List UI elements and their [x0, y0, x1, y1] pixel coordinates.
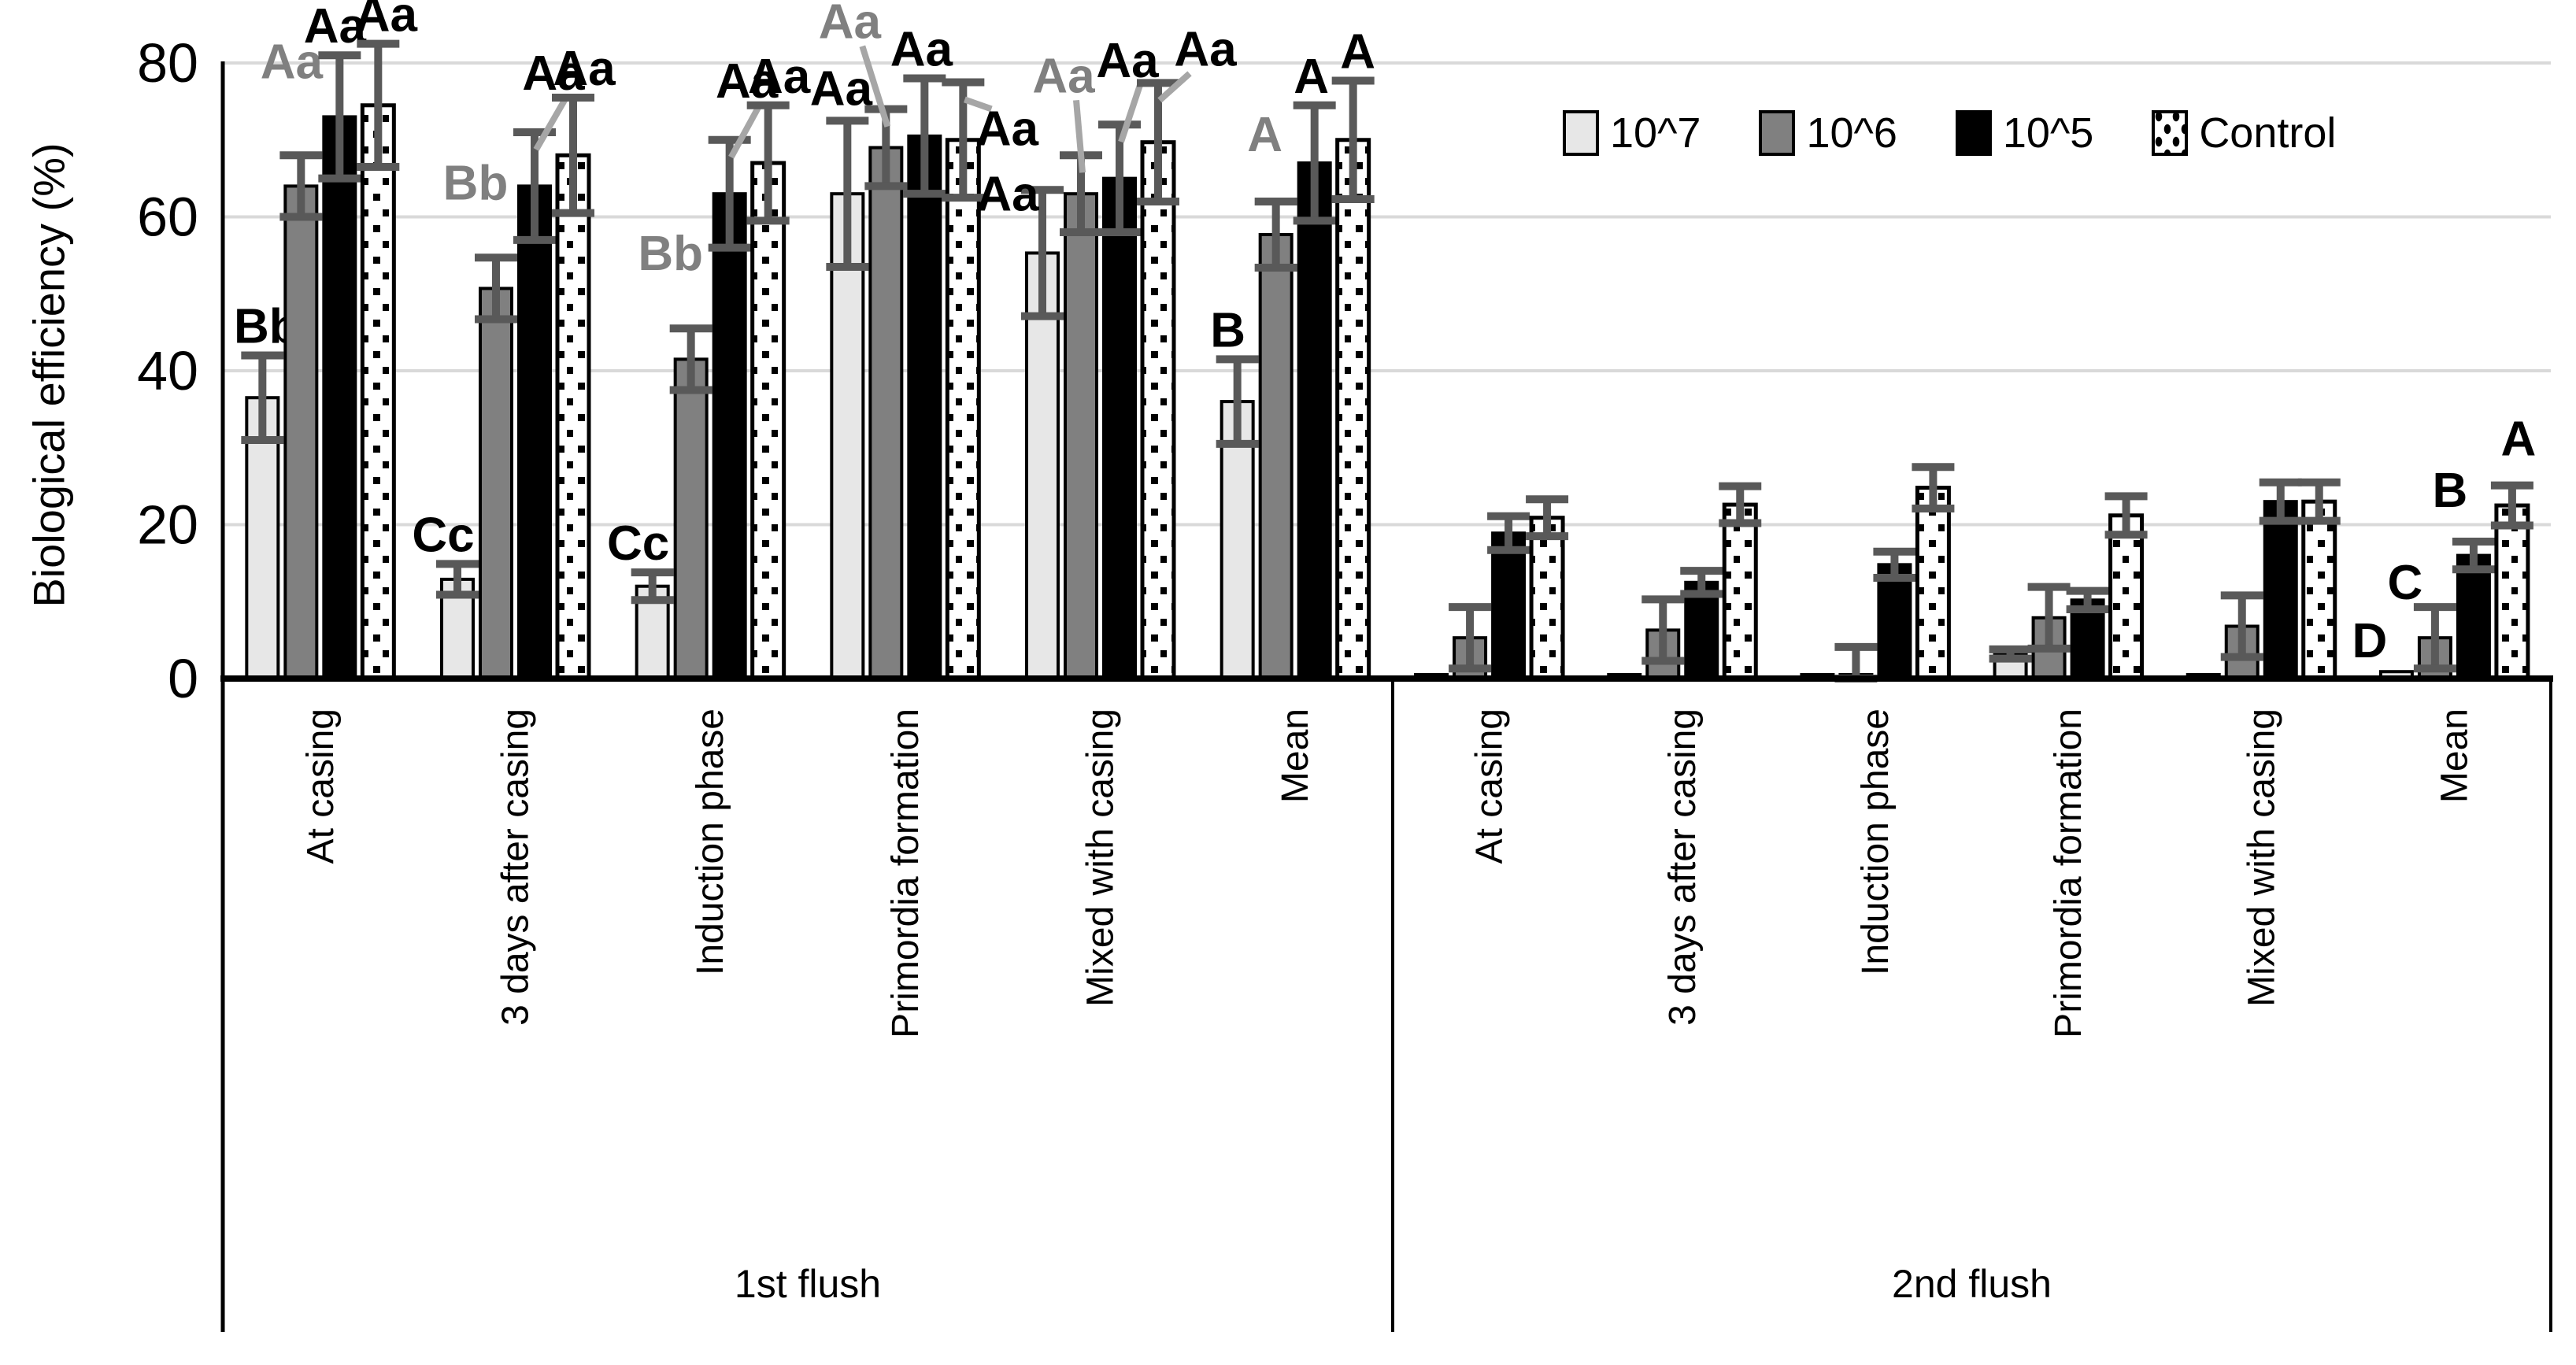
annotation-Aa: Aa — [355, 0, 418, 43]
leader-line — [859, 45, 891, 128]
leader-line — [964, 96, 993, 113]
annotation-Bb: Bb — [443, 156, 509, 210]
bar-1st-flush-Mean-10^5 — [1297, 161, 1332, 680]
y-tick-label-20: 20 — [137, 494, 198, 556]
bar-2nd-flush-Induction-phase-Control — [1915, 486, 1951, 681]
annotation-D: D — [2352, 614, 2388, 668]
bar-1st-flush-Mixed-with-casing-10^5 — [1102, 176, 1137, 680]
annotation-Bb: Bb — [638, 227, 703, 281]
leader-line — [1118, 83, 1143, 143]
annotation-Aa: Aa — [304, 0, 367, 54]
y-tick-label-0: 0 — [168, 648, 198, 709]
bar-1st-flush-Induction-phase-10^6 — [673, 357, 709, 680]
y-tick-label-40: 40 — [137, 340, 198, 401]
annotation-Aa: Aa — [1174, 22, 1237, 76]
chart-legend: 10^7 10^6 10^5 Control — [1563, 109, 2336, 157]
category-label-Mean: Mean — [1275, 708, 1316, 803]
bar-1st-flush-3-days-after-casing-Control — [555, 153, 591, 681]
leader-line — [728, 103, 763, 159]
category-label-Mixed-with-casing: Mixed with casing — [1080, 708, 1122, 1007]
annotation-Aa: Aa — [716, 54, 779, 109]
annotation-Aa: Aa — [810, 61, 873, 116]
bar-1st-flush-Induction-phase-Control — [750, 161, 786, 681]
annotation-Aa: Aa — [1032, 49, 1095, 103]
bar-2nd-flush-Mean-Control — [2494, 503, 2530, 681]
bar-1st-flush-At-casing-Control — [360, 103, 396, 681]
annotation-Aa: Aa — [976, 102, 1039, 156]
annotation-A: A — [1294, 50, 1329, 104]
bar-1st-flush-Mixed-with-casing-10^6 — [1064, 192, 1098, 681]
legend-label-10^6: 10^6 — [1806, 109, 1897, 157]
annotation-A: A — [1340, 24, 1375, 79]
y-axis-title: Biological efficiency (%) — [24, 142, 74, 608]
y-tick-label-60: 60 — [137, 187, 198, 248]
legend-label-Control: Control — [2199, 109, 2337, 157]
bar-1st-flush-Induction-phase-10^5 — [712, 192, 747, 681]
annotation-C: C — [2388, 556, 2423, 610]
category-label-At-casing: At casing — [1469, 708, 1511, 864]
annotation-Aa: Aa — [976, 167, 1039, 221]
flush-label-2nd-flush: 2nd flush — [1892, 1262, 2052, 1306]
flush-label-1st-flush: 1st flush — [735, 1262, 881, 1306]
bar-1st-flush-3-days-after-casing-10^5 — [517, 184, 552, 680]
annotation-A: A — [2501, 412, 2537, 467]
bar-2nd-flush-Primordia-formation-Control — [2108, 513, 2145, 681]
bar-1st-flush-Primordia-formation-10^5 — [907, 134, 942, 681]
bar-2nd-flush-Mean-10^5 — [2456, 553, 2491, 680]
legend-swatch-10^7 — [1563, 110, 1599, 156]
category-label-Primordia-formation: Primordia formation — [2048, 708, 2089, 1038]
bar-2nd-flush-At-casing-10^5 — [1491, 531, 1527, 680]
bar-2nd-flush-3-days-after-casing-10^5 — [1684, 580, 1719, 680]
legend-item-10^5: 10^5 — [1955, 109, 2094, 157]
annotation-Aa: Aa — [261, 35, 324, 89]
category-label-Primordia-formation: Primordia formation — [885, 708, 927, 1038]
annotation-Aa: Aa — [748, 50, 811, 104]
bar-2nd-flush-3-days-after-casing-Control — [1722, 502, 1758, 681]
legend-label-10^5: 10^5 — [2002, 109, 2094, 157]
bar-1st-flush-Mixed-with-casing-Control — [1140, 140, 1176, 681]
annotation-Aa: Aa — [553, 42, 616, 96]
bar-1st-flush-At-casing-10^6 — [283, 184, 319, 680]
annotation-A: A — [1247, 108, 1282, 162]
bar-1st-flush-3-days-after-casing-10^6 — [479, 287, 513, 680]
annotation-Aa: Aa — [819, 0, 882, 50]
category-label-3-days-after-casing: 3 days after casing — [1662, 708, 1704, 1026]
legend-swatch-Control — [2152, 110, 2189, 156]
leader-line — [533, 95, 569, 151]
bar-1st-flush-Mean-Control — [1335, 138, 1371, 681]
annotation-B: B — [1210, 303, 1245, 357]
legend-swatch-10^6 — [1759, 110, 1796, 156]
annotation-Cc: Cc — [607, 516, 669, 571]
bar-1st-flush-Mean-10^6 — [1258, 232, 1294, 681]
legend-label-10^7: 10^7 — [1610, 109, 1701, 157]
category-label-Mixed-with-casing: Mixed with casing — [2241, 708, 2282, 1007]
bar-2nd-flush-Induction-phase-10^5 — [1877, 563, 1912, 681]
y-tick-label-80: 80 — [137, 32, 198, 94]
legend-swatch-10^5 — [1955, 110, 1992, 156]
leader-line — [1073, 99, 1086, 173]
bar-1st-flush-Primordia-formation-Control — [945, 138, 981, 681]
legend-item-10^7: 10^7 — [1563, 109, 1701, 157]
bar-1st-flush-At-casing-10^7 — [245, 396, 280, 680]
bar-2nd-flush-Mixed-with-casing-Control — [2301, 499, 2337, 681]
annotation-Aa: Aa — [522, 46, 585, 101]
annotation-B: B — [2433, 464, 2468, 518]
category-label-3-days-after-casing: 3 days after casing — [495, 708, 537, 1026]
legend-item-Control: Control — [2152, 109, 2336, 157]
bar-1st-flush-At-casing-10^5 — [322, 115, 357, 681]
category-label-Induction-phase: Induction phase — [1855, 708, 1897, 975]
legend-item-10^6: 10^6 — [1759, 109, 1897, 157]
category-label-Mean: Mean — [2434, 708, 2475, 803]
category-label-Induction-phase: Induction phase — [690, 708, 731, 975]
annotation-Cc: Cc — [412, 508, 474, 562]
bar-1st-flush-Primordia-formation-10^6 — [868, 146, 904, 680]
bar-2nd-flush-Mixed-with-casing-10^5 — [2263, 500, 2298, 680]
bar-2nd-flush-At-casing-Control — [1529, 516, 1565, 681]
category-label-At-casing: At casing — [300, 708, 342, 864]
leader-line — [1157, 71, 1192, 103]
annotation-Aa: Aa — [890, 23, 953, 77]
